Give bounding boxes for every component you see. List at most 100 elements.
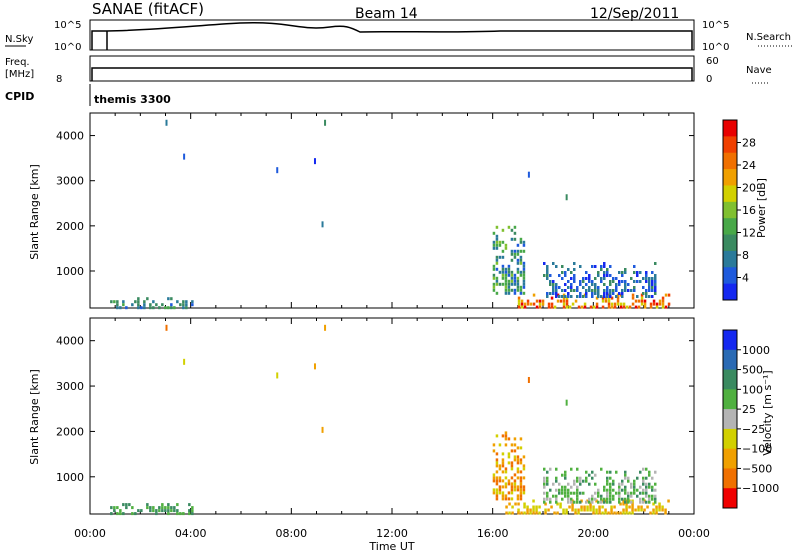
velocity-cell bbox=[513, 488, 517, 492]
velocity-cell bbox=[544, 508, 547, 512]
velocity-cell bbox=[586, 505, 589, 509]
velocity-cell bbox=[519, 488, 523, 492]
velocity-cell bbox=[516, 485, 520, 489]
velocity-cell bbox=[517, 502, 520, 506]
nsky-tick-top: 10^5 bbox=[54, 20, 81, 31]
velocity-cell bbox=[191, 512, 194, 516]
time-tick-label: 08:00 bbox=[275, 527, 307, 540]
power-cell bbox=[622, 302, 626, 306]
velocity-cell bbox=[498, 485, 502, 489]
power-cell bbox=[522, 249, 526, 253]
power-cell bbox=[591, 265, 594, 268]
power-cell bbox=[579, 265, 582, 268]
power-cell bbox=[649, 302, 653, 306]
beam-title: Beam 14 bbox=[355, 6, 418, 22]
velocity-cell bbox=[555, 476, 558, 480]
power-cell bbox=[615, 286, 618, 289]
power-cell bbox=[621, 280, 624, 283]
power-cell bbox=[137, 303, 140, 307]
power-cell bbox=[522, 267, 526, 271]
velocity-cell bbox=[155, 512, 158, 516]
velocity-cell bbox=[631, 511, 634, 515]
velocity-cell bbox=[606, 479, 609, 483]
velocity-cell bbox=[610, 508, 613, 512]
velocity-cell bbox=[624, 488, 627, 492]
velocity-cell bbox=[609, 482, 612, 486]
velocity-cell bbox=[526, 505, 529, 509]
velocity-cell bbox=[559, 502, 562, 506]
velocity-cell bbox=[627, 497, 630, 501]
velocity-cell bbox=[544, 502, 547, 506]
power-cell bbox=[137, 297, 140, 301]
power-cell bbox=[645, 289, 648, 292]
velocity-cell bbox=[161, 503, 164, 507]
power-cell bbox=[591, 295, 594, 298]
power-cell bbox=[651, 277, 654, 280]
velocity-cell bbox=[567, 488, 570, 492]
velocity-point bbox=[565, 399, 568, 406]
velocity-cell bbox=[492, 443, 496, 447]
velocity-cell bbox=[564, 491, 567, 495]
velocity-cell bbox=[642, 476, 645, 480]
velocity-cell bbox=[492, 488, 496, 492]
velocity-cell bbox=[565, 511, 568, 515]
velocity-cell bbox=[504, 482, 508, 486]
power-cell bbox=[516, 267, 520, 271]
velocity-cell bbox=[504, 485, 508, 489]
power-cell bbox=[594, 289, 597, 292]
velocity-cell bbox=[110, 506, 113, 510]
velocity-cell bbox=[601, 499, 604, 503]
velocity-cell bbox=[535, 511, 538, 515]
velocity-cell bbox=[495, 452, 499, 456]
power-cell bbox=[567, 280, 570, 283]
velocity-cell bbox=[161, 509, 164, 513]
power-cell bbox=[516, 282, 520, 286]
power-cell bbox=[507, 291, 511, 295]
velocity-cell bbox=[583, 508, 586, 512]
power-cell bbox=[516, 270, 520, 274]
power-cell bbox=[615, 289, 618, 292]
power-cell bbox=[167, 306, 170, 310]
velocity-cell bbox=[630, 491, 633, 495]
power-cell bbox=[510, 279, 514, 283]
power-cell bbox=[167, 297, 170, 301]
power-cell bbox=[645, 280, 648, 283]
velocity-cell bbox=[592, 505, 595, 509]
velocity-cell bbox=[627, 500, 630, 504]
velocity-cell bbox=[191, 506, 194, 510]
power-cell bbox=[510, 237, 514, 241]
velocity-cell bbox=[149, 506, 152, 510]
velocity-cell bbox=[642, 467, 645, 471]
power-cell bbox=[516, 258, 520, 262]
power-cell bbox=[507, 288, 511, 292]
velocity-cell bbox=[648, 485, 651, 489]
velocity-cell bbox=[546, 497, 549, 501]
velocity-cell bbox=[513, 482, 517, 486]
velocity-cell bbox=[516, 494, 520, 498]
velocity-cell bbox=[585, 479, 588, 483]
power-colorbar-swatch bbox=[723, 185, 737, 203]
velocity-colorbar-swatch bbox=[723, 330, 737, 351]
power-cell bbox=[570, 295, 573, 298]
velocity-cell bbox=[585, 476, 588, 480]
velocity-cell bbox=[630, 500, 633, 504]
velocity-cell bbox=[579, 491, 582, 495]
velocity-cell bbox=[529, 511, 532, 515]
power-cell bbox=[654, 292, 657, 295]
velocity-cell bbox=[610, 511, 613, 515]
power-cell bbox=[535, 299, 539, 303]
power-cell bbox=[613, 302, 617, 306]
power-cell bbox=[519, 249, 523, 253]
power-cell bbox=[519, 258, 523, 262]
velocity-cell bbox=[627, 491, 630, 495]
power-cell bbox=[609, 265, 612, 268]
velocity-cell bbox=[631, 508, 634, 512]
power-cell bbox=[603, 283, 606, 286]
velocity-cell bbox=[492, 473, 496, 477]
velocity-cell bbox=[170, 509, 173, 513]
velocity-cell bbox=[654, 470, 657, 474]
power-cell bbox=[612, 292, 615, 295]
velocity-ytick-label: 2000 bbox=[56, 425, 84, 438]
power-cell bbox=[579, 283, 582, 286]
